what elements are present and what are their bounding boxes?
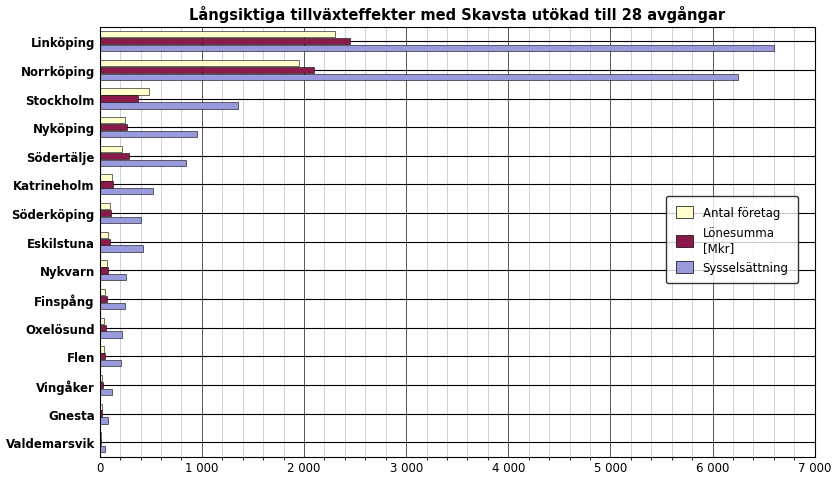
Bar <box>99 204 110 210</box>
Bar <box>99 289 105 296</box>
Bar <box>99 189 153 195</box>
Bar <box>99 211 111 217</box>
Bar <box>99 175 112 181</box>
Bar <box>99 404 101 410</box>
Bar <box>99 410 102 417</box>
Bar <box>99 160 186 167</box>
Bar <box>99 246 142 252</box>
Bar <box>99 232 108 239</box>
Bar <box>99 332 122 338</box>
Bar <box>99 153 129 160</box>
Bar <box>99 446 104 452</box>
Bar <box>99 382 103 388</box>
Bar <box>99 46 773 52</box>
Title: Långsiktiga tillväxteffekter med Skavsta utökad till 28 avgångar: Långsiktiga tillväxteffekter med Skavsta… <box>189 6 725 23</box>
Bar <box>99 432 100 439</box>
Bar <box>99 353 104 360</box>
Bar <box>99 89 149 96</box>
Bar <box>99 125 127 131</box>
Bar <box>99 375 102 382</box>
Bar <box>99 60 298 67</box>
Bar <box>99 32 334 38</box>
Bar <box>99 132 196 138</box>
Bar <box>99 347 104 353</box>
Bar <box>99 296 106 302</box>
Bar <box>99 74 737 81</box>
Bar <box>99 439 101 445</box>
Bar <box>99 261 107 267</box>
Bar <box>99 389 112 395</box>
Legend: Antal företag, Lönesumma
[Mkr], Sysselsättning: Antal företag, Lönesumma [Mkr], Sysselsä… <box>665 197 798 284</box>
Bar <box>99 68 314 74</box>
Bar <box>99 418 108 424</box>
Bar <box>99 303 125 310</box>
Bar <box>99 325 105 331</box>
Bar <box>99 103 237 109</box>
Bar <box>99 268 108 274</box>
Bar <box>99 360 121 367</box>
Bar <box>99 318 104 324</box>
Bar <box>99 39 349 45</box>
Bar <box>99 118 125 124</box>
Bar <box>99 217 140 224</box>
Bar <box>99 182 114 188</box>
Bar <box>99 275 126 281</box>
Bar <box>99 239 110 245</box>
Bar <box>99 146 122 153</box>
Bar <box>99 96 138 102</box>
